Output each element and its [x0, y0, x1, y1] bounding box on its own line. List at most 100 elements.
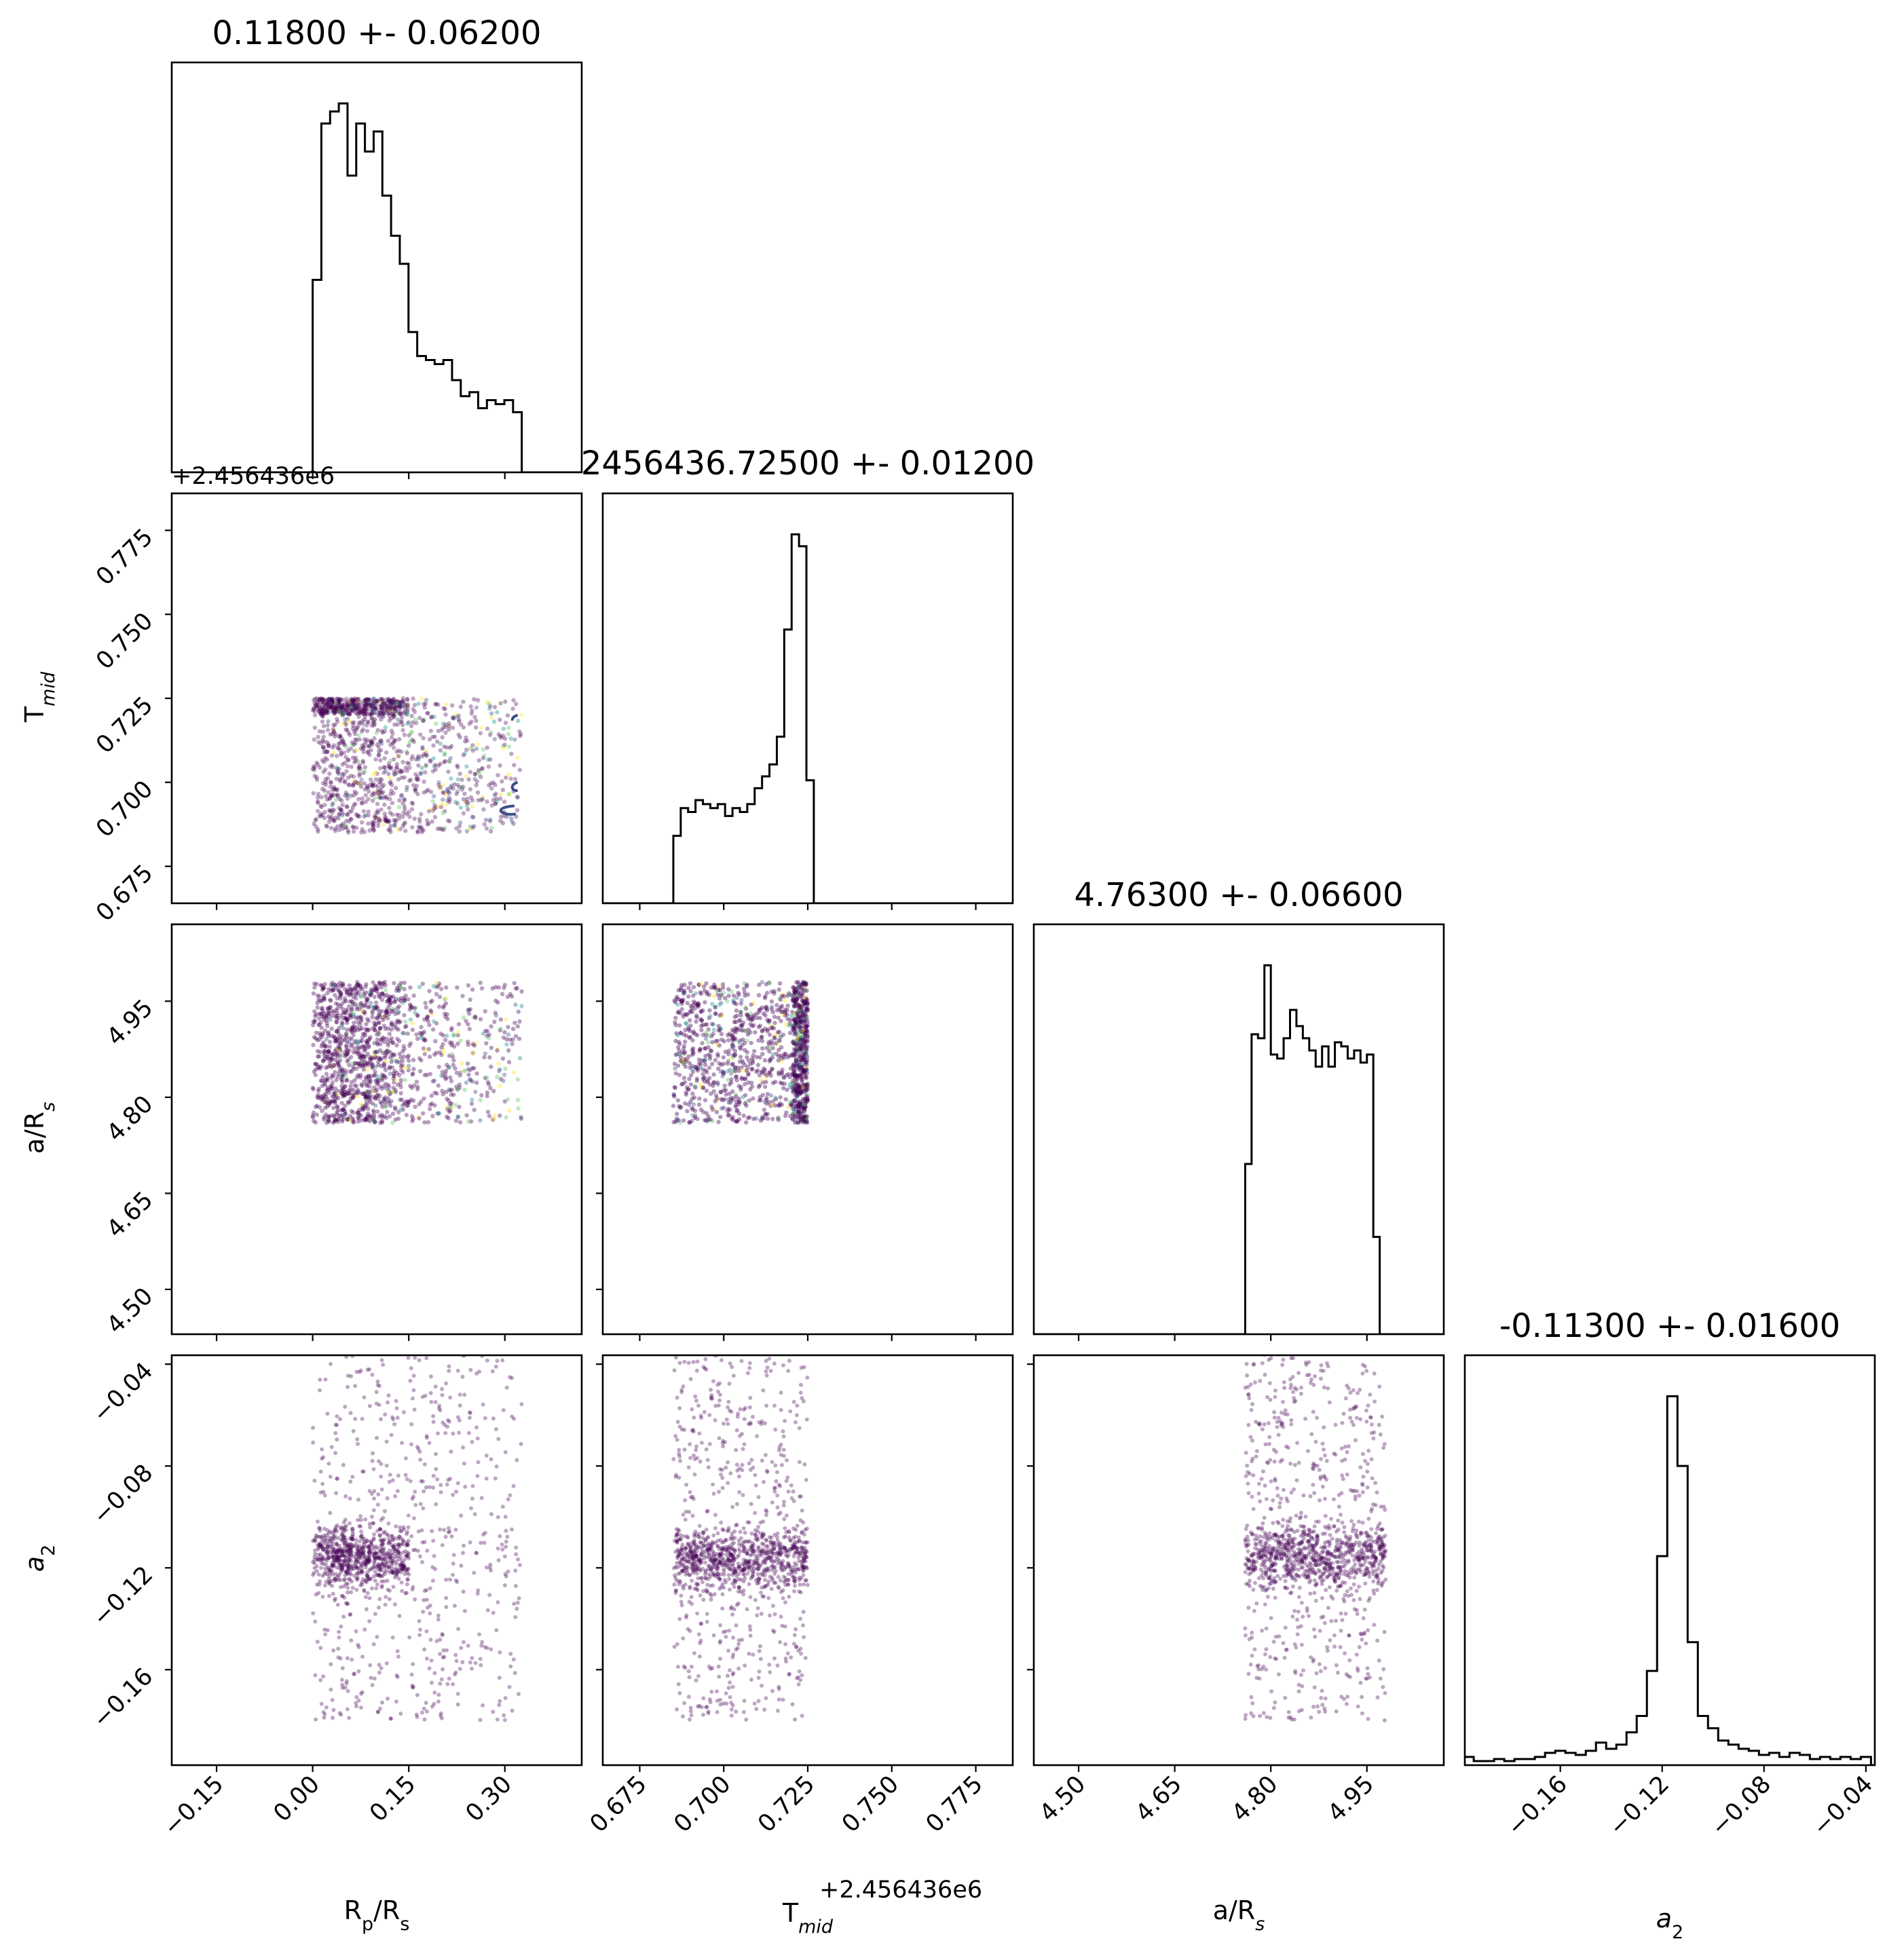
scatter-point: [396, 709, 401, 715]
scatter-point: [317, 1011, 322, 1017]
scatter-point: [367, 1084, 372, 1089]
scatter-point: [339, 706, 343, 711]
scatter-point: [379, 1417, 383, 1422]
scatter-point: [707, 1082, 713, 1087]
scatter-point: [793, 1114, 798, 1120]
scatter-point: [329, 1662, 333, 1667]
scatter-point: [447, 759, 452, 764]
scatter-point: [366, 720, 371, 725]
scatter-point: [794, 980, 799, 985]
scatter-point: [364, 712, 369, 717]
scatter-point: [358, 1113, 363, 1118]
scatter-point: [312, 725, 318, 730]
scatter-point: [394, 708, 398, 713]
scatter-point: [451, 1682, 455, 1686]
scatter-point: [391, 1089, 396, 1094]
scatter-point: [379, 1008, 384, 1014]
scatter-point: [681, 1046, 686, 1051]
scatter-point: [314, 702, 318, 707]
scatter-point: [355, 1042, 360, 1046]
scatter-point: [365, 1040, 370, 1046]
scatter-point: [362, 709, 367, 713]
scatter-point: [346, 1560, 351, 1565]
scatter-point: [344, 1007, 349, 1013]
scatter-point: [745, 1116, 751, 1120]
scatter-point: [447, 791, 452, 795]
scatter-point: [348, 1542, 353, 1546]
scatter-point: [801, 1017, 806, 1021]
scatter-point: [414, 783, 419, 789]
scatter-point: [385, 1496, 390, 1500]
scatter-point: [426, 711, 430, 716]
scatter-point: [764, 990, 770, 996]
scatter-point: [737, 1059, 743, 1064]
scatter-point: [765, 1116, 770, 1121]
scatter-point: [368, 739, 373, 744]
scatter-point: [703, 1030, 709, 1035]
scatter-point: [362, 1091, 367, 1096]
scatter-point: [779, 994, 785, 998]
scatter-point: [384, 1008, 389, 1013]
scatter-point: [781, 992, 785, 997]
scatter-point: [312, 768, 317, 772]
scatter-point: [774, 1008, 780, 1013]
scatter-point: [801, 1089, 806, 1093]
scatter-point: [384, 1049, 390, 1053]
scatter-point: [393, 1087, 398, 1093]
scatter-point: [396, 717, 400, 722]
scatter-point: [443, 809, 447, 814]
scatter-point: [802, 983, 807, 988]
scatter-point: [356, 990, 361, 995]
scatter-point: [679, 985, 684, 991]
scatter-point: [362, 711, 367, 717]
scatter-point: [367, 990, 371, 995]
scatter-point: [381, 1014, 386, 1019]
scatter-point: [504, 1042, 509, 1047]
scatter-point: [325, 776, 331, 781]
scatter-point: [329, 763, 335, 768]
scatter-point: [770, 1041, 774, 1046]
scatter-point: [358, 994, 364, 999]
scatter-point: [715, 1082, 721, 1087]
scatter-point: [769, 999, 774, 1004]
scatter-point: [369, 707, 375, 712]
scatter-point: [447, 1053, 452, 1058]
scatter-point: [346, 1567, 351, 1572]
scatter-point: [391, 1417, 396, 1422]
scatter-point: [377, 1572, 381, 1577]
scatter-point: [405, 1103, 411, 1108]
scatter-point: [802, 1102, 806, 1108]
scatter-point: [693, 1065, 698, 1070]
scatter-point: [343, 1112, 348, 1116]
scatter-point: [750, 1056, 755, 1061]
scatter-point: [686, 994, 691, 999]
scatter-point: [415, 755, 421, 760]
scatter-point: [348, 712, 352, 717]
scatter-point: [328, 1511, 333, 1515]
scatter-point: [318, 1078, 324, 1083]
scatter-point: [768, 1073, 774, 1078]
scatter-point: [387, 1541, 392, 1545]
scatter-point: [795, 1093, 800, 1098]
scatter-point: [686, 985, 691, 990]
scatter-point: [791, 1032, 797, 1037]
scatter-point: [746, 1080, 751, 1085]
scatter-point: [437, 786, 442, 791]
scatter-point: [377, 749, 381, 754]
scatter-point: [797, 1105, 802, 1110]
scatter-point: [331, 1572, 335, 1576]
scatter-point: [744, 984, 749, 989]
scatter-point: [377, 714, 382, 719]
scatter-point: [804, 1015, 808, 1019]
scatter-point: [797, 1101, 802, 1107]
scatter-point: [471, 815, 476, 820]
scatter-point: [770, 1052, 775, 1057]
scatter-point: [799, 994, 804, 1000]
scatter-point: [362, 1011, 367, 1016]
scatter-point: [362, 700, 367, 704]
scatter-point: [318, 1646, 323, 1650]
scatter-point: [363, 1027, 368, 1032]
scatter-point: [389, 1090, 394, 1095]
scatter-point: [406, 997, 411, 1002]
scatter-point: [673, 1053, 678, 1057]
